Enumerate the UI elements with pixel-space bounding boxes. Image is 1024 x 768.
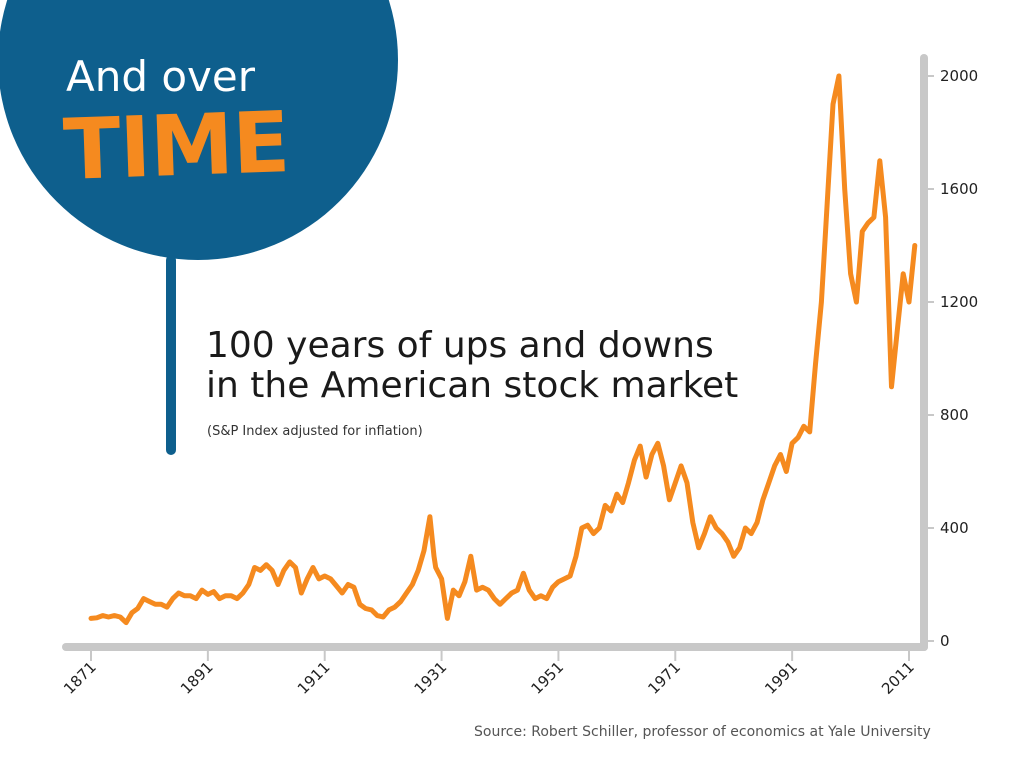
x-tick-label: 1991 [761,658,801,698]
y-tick-label: 1200 [940,293,978,311]
y-tick-label: 0 [940,632,950,650]
badge-heading: And over [66,52,256,101]
chart-axes [62,54,928,651]
y-tick-label: 2000 [940,67,978,85]
x-tick-label: 1931 [411,658,451,698]
x-tick-label: 1971 [644,658,684,698]
series-line-0 [88,73,918,626]
chart-headline: 100 years of ups and downs in the Americ… [206,325,786,407]
x-tick-label: 1871 [60,658,100,698]
y-tick-label: 1600 [940,180,978,198]
x-tick-label: 1951 [528,658,568,698]
headline-line-1: 100 years of ups and downs [206,325,714,366]
headline-line-2: in the American stock market [206,365,739,407]
x-tick-label: 1891 [177,658,217,698]
source-credit: Source: Robert Schiller, professor of ec… [474,724,931,740]
y-tick-label: 400 [940,519,969,537]
x-axis-ticks: 1871 1891 1911 1931 1951 1971 1991 2011 [60,651,918,698]
title-badge-stem [166,255,176,455]
x-tick-label: 1911 [294,658,334,698]
y-axis-ticks: 0 400 800 1200 1600 2000 [924,67,978,650]
y-tick-label: 800 [940,406,969,424]
x-tick-label: 2011 [878,658,918,698]
series-layer [88,73,918,626]
chart-subtitle: (S&P Index adjusted for inflation) [207,424,423,439]
